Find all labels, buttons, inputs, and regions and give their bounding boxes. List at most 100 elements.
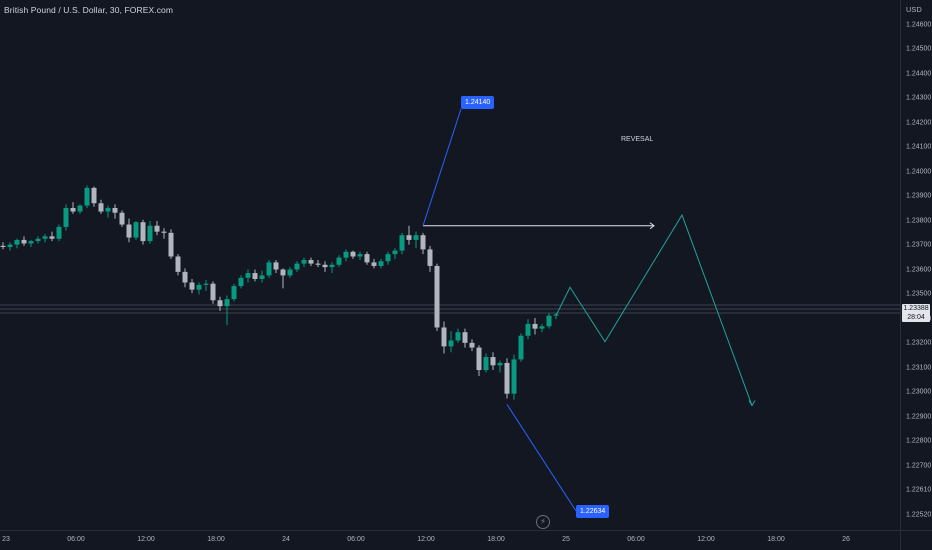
time-tick: 06:00: [67, 536, 85, 543]
time-tick: 18:00: [207, 536, 225, 543]
price-tick: 1.24100: [906, 143, 932, 151]
price-tick: 1.23100: [906, 364, 932, 372]
price-tick: 1.22900: [906, 413, 932, 421]
candle-body: [21, 239, 27, 244]
price-tick: 1.23700: [906, 241, 932, 249]
candle-body: [532, 323, 538, 329]
candle-body: [189, 282, 195, 290]
time-tick: 24: [282, 536, 290, 543]
candle-body: [462, 332, 468, 343]
candle-body: [455, 332, 461, 341]
candle-body: [441, 327, 447, 347]
candle-body: [168, 232, 174, 257]
time-tick: 12:00: [417, 536, 435, 543]
candle-body: [147, 225, 153, 242]
candle-body: [77, 205, 83, 212]
candle-body: [546, 315, 552, 327]
candle-body: [252, 273, 258, 279]
candle-body: [196, 284, 202, 290]
candle-body: [301, 260, 307, 264]
time-tick: 06:00: [627, 536, 645, 543]
reversal-arrowhead: [649, 222, 655, 230]
candle-body: [420, 235, 426, 250]
price-tick: 1.22520: [906, 511, 932, 519]
candle-body: [217, 300, 223, 307]
candle-body: [238, 277, 244, 287]
time-tick: 18:00: [487, 536, 505, 543]
candle-body: [280, 269, 286, 276]
candle-body: [161, 231, 167, 233]
reversal-label[interactable]: REVESAL: [621, 136, 654, 143]
candle-body: [56, 226, 62, 239]
candle-body: [91, 187, 97, 204]
candle-body: [392, 250, 398, 255]
candle-body: [259, 275, 265, 279]
price-tick: 1.22700: [906, 462, 932, 470]
candle-body: [119, 212, 125, 225]
candle-body: [245, 273, 251, 278]
candle-body: [525, 323, 531, 336]
candle-body: [343, 251, 349, 258]
candle-body: [504, 362, 510, 394]
candle-body: [175, 256, 181, 272]
candle-body: [273, 262, 279, 270]
price-tick: 1.24600: [906, 21, 932, 29]
candle-body: [329, 264, 335, 268]
high-callout-leader: [422, 108, 462, 226]
candle-body: [84, 187, 90, 206]
candle-body: [287, 269, 293, 276]
time-tick: 12:00: [137, 536, 155, 543]
candle-body: [539, 326, 545, 329]
candle-body: [0, 245, 6, 248]
candle-body: [14, 239, 20, 245]
currency-label[interactable]: USD: [906, 5, 922, 14]
candle-body: [126, 224, 132, 238]
price-chart[interactable]: [0, 0, 900, 530]
candle-body: [364, 254, 370, 263]
candle-body: [469, 342, 475, 348]
candle-body: [448, 340, 454, 347]
price-tick: 1.23500: [906, 290, 932, 298]
candle-body: [154, 225, 160, 232]
candle-body: [399, 235, 405, 251]
candle-body: [266, 262, 272, 276]
high-price-callout[interactable]: 1.24140: [461, 96, 495, 109]
time-tick: 18:00: [767, 536, 785, 543]
bar-countdown: 28:04: [907, 314, 925, 321]
candle-body: [315, 263, 321, 265]
time-tick: 06:00: [347, 536, 365, 543]
candle-body: [308, 260, 314, 264]
low-callout-leader: [506, 404, 577, 512]
price-tick: 1.22800: [906, 437, 932, 445]
price-tick: 1.24500: [906, 45, 932, 53]
candle-body: [350, 251, 356, 257]
candle-body: [231, 286, 237, 300]
price-tick: 1.24000: [906, 168, 932, 176]
candle-body: [7, 244, 13, 248]
candle-body: [49, 236, 55, 239]
lightning-icon[interactable]: ⚡: [536, 515, 550, 529]
candle-body: [371, 262, 377, 266]
price-tick: 1.24200: [906, 119, 932, 127]
candle-body: [140, 222, 146, 242]
candle-body: [112, 207, 118, 213]
candle-body: [336, 257, 342, 265]
price-tick: 1.24400: [906, 70, 932, 78]
price-tick: 1.23900: [906, 192, 932, 200]
candle-body: [476, 347, 482, 371]
candle-body: [35, 238, 41, 242]
candle-body: [28, 241, 34, 244]
time-axis-divider: [0, 530, 932, 531]
candle-body: [483, 357, 489, 371]
candle-body: [434, 265, 440, 328]
candle-body: [490, 357, 496, 366]
time-tick: 23: [2, 536, 10, 543]
candle-body: [98, 203, 104, 212]
candle-body: [497, 362, 503, 366]
candle-body: [63, 207, 69, 227]
time-tick: 26: [842, 536, 850, 543]
low-price-callout[interactable]: 1.22634: [576, 505, 610, 518]
symbol-title[interactable]: British Pound / U.S. Dollar, 30, FOREX.c…: [4, 5, 174, 15]
candle-body: [518, 335, 524, 360]
